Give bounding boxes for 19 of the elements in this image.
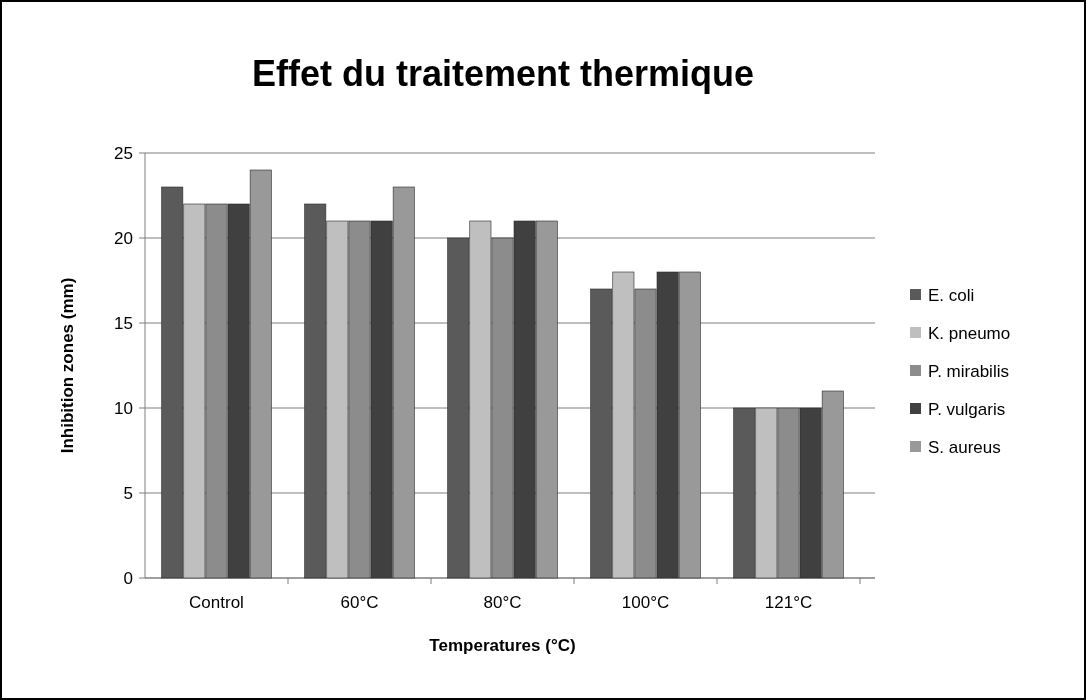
x-axis-title: Temperatures (°C) [429,636,576,655]
legend-label: P. vulgaris [928,399,1006,419]
y-tick-label: 5 [123,483,133,503]
x-tick-label: Control [189,593,244,612]
x-tick-label: 60°C [340,593,379,612]
legend-label: E. coli [928,285,975,305]
y-axis-title: Inhibition zones (mm) [58,277,77,454]
y-tick-label: 15 [114,313,133,333]
x-tick-label: 100°C [621,593,670,612]
x-tick-label: 80°C [483,593,522,612]
legend-label: S. aureus [928,437,1001,457]
y-tick-label: 25 [114,143,133,163]
x-tick-label: 121°C [764,593,813,612]
y-tick-label: 0 [123,568,133,588]
y-tick-label: 10 [114,398,133,418]
legend-label: P. mirabilis [928,361,1009,381]
y-tick-label: 20 [114,228,133,248]
legend-label: K. pneumo [928,323,1011,343]
chart-title: Effet du traitement thermique [251,53,755,94]
